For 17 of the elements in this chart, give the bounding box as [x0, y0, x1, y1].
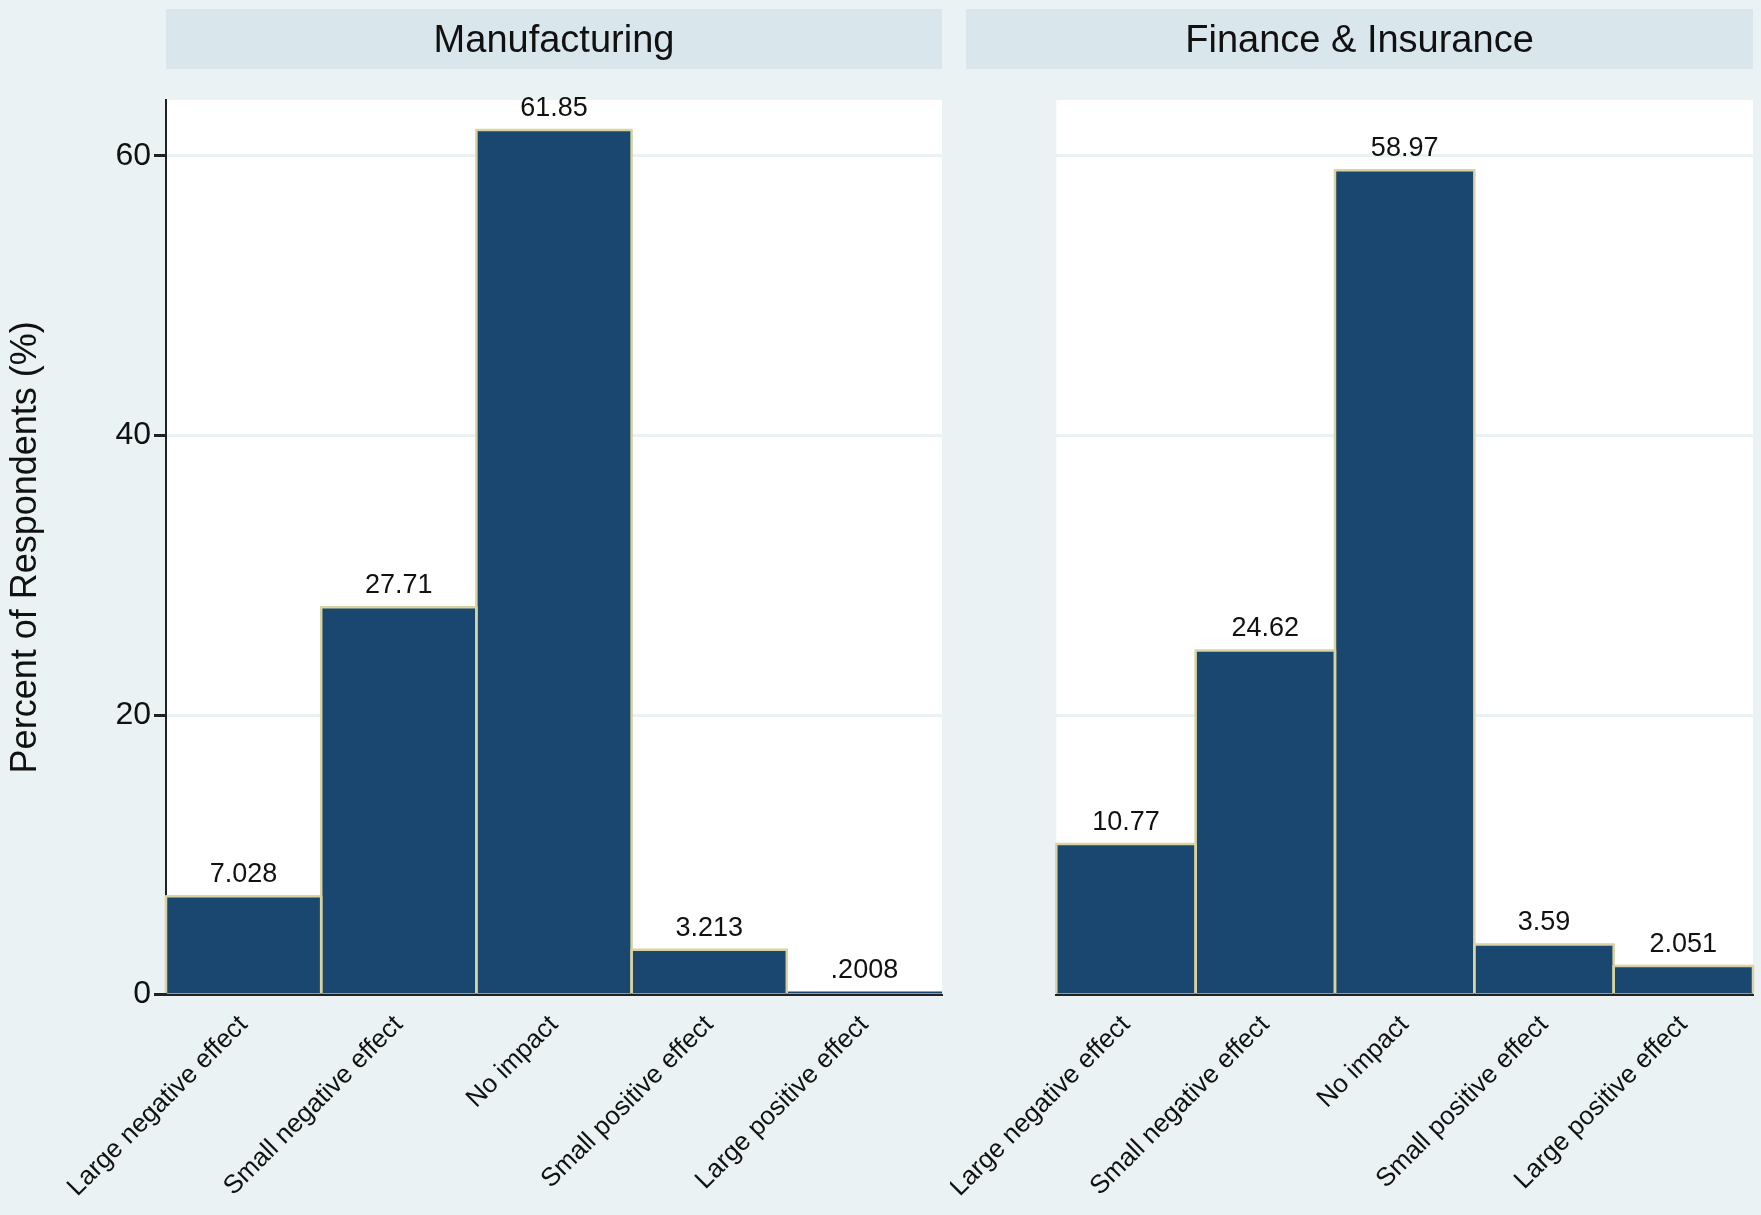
y-tick-label: 0 [133, 974, 151, 1011]
data-label: 27.71 [365, 569, 433, 600]
y-tick-label: 40 [115, 415, 151, 452]
data-label: 7.028 [209, 858, 278, 889]
data-label: 61.85 [520, 92, 588, 122]
y-tick-label: 20 [115, 694, 151, 731]
data-label: 10.77 [1092, 805, 1160, 836]
data-label: 24.62 [1231, 612, 1300, 643]
data-label: 58.97 [1370, 132, 1439, 163]
data-label: 3.59 [1517, 906, 1571, 937]
chart-title: Finance & Insurance [966, 9, 1753, 69]
data-label: .2008 [830, 953, 899, 984]
y-axis-title: Percent of Respondents (%) [2, 321, 44, 774]
chart-title: Manufacturing [166, 9, 942, 69]
y-tick-label: 60 [115, 135, 151, 172]
data-label: 2.051 [1649, 927, 1718, 958]
data-label: 3.213 [675, 911, 743, 942]
